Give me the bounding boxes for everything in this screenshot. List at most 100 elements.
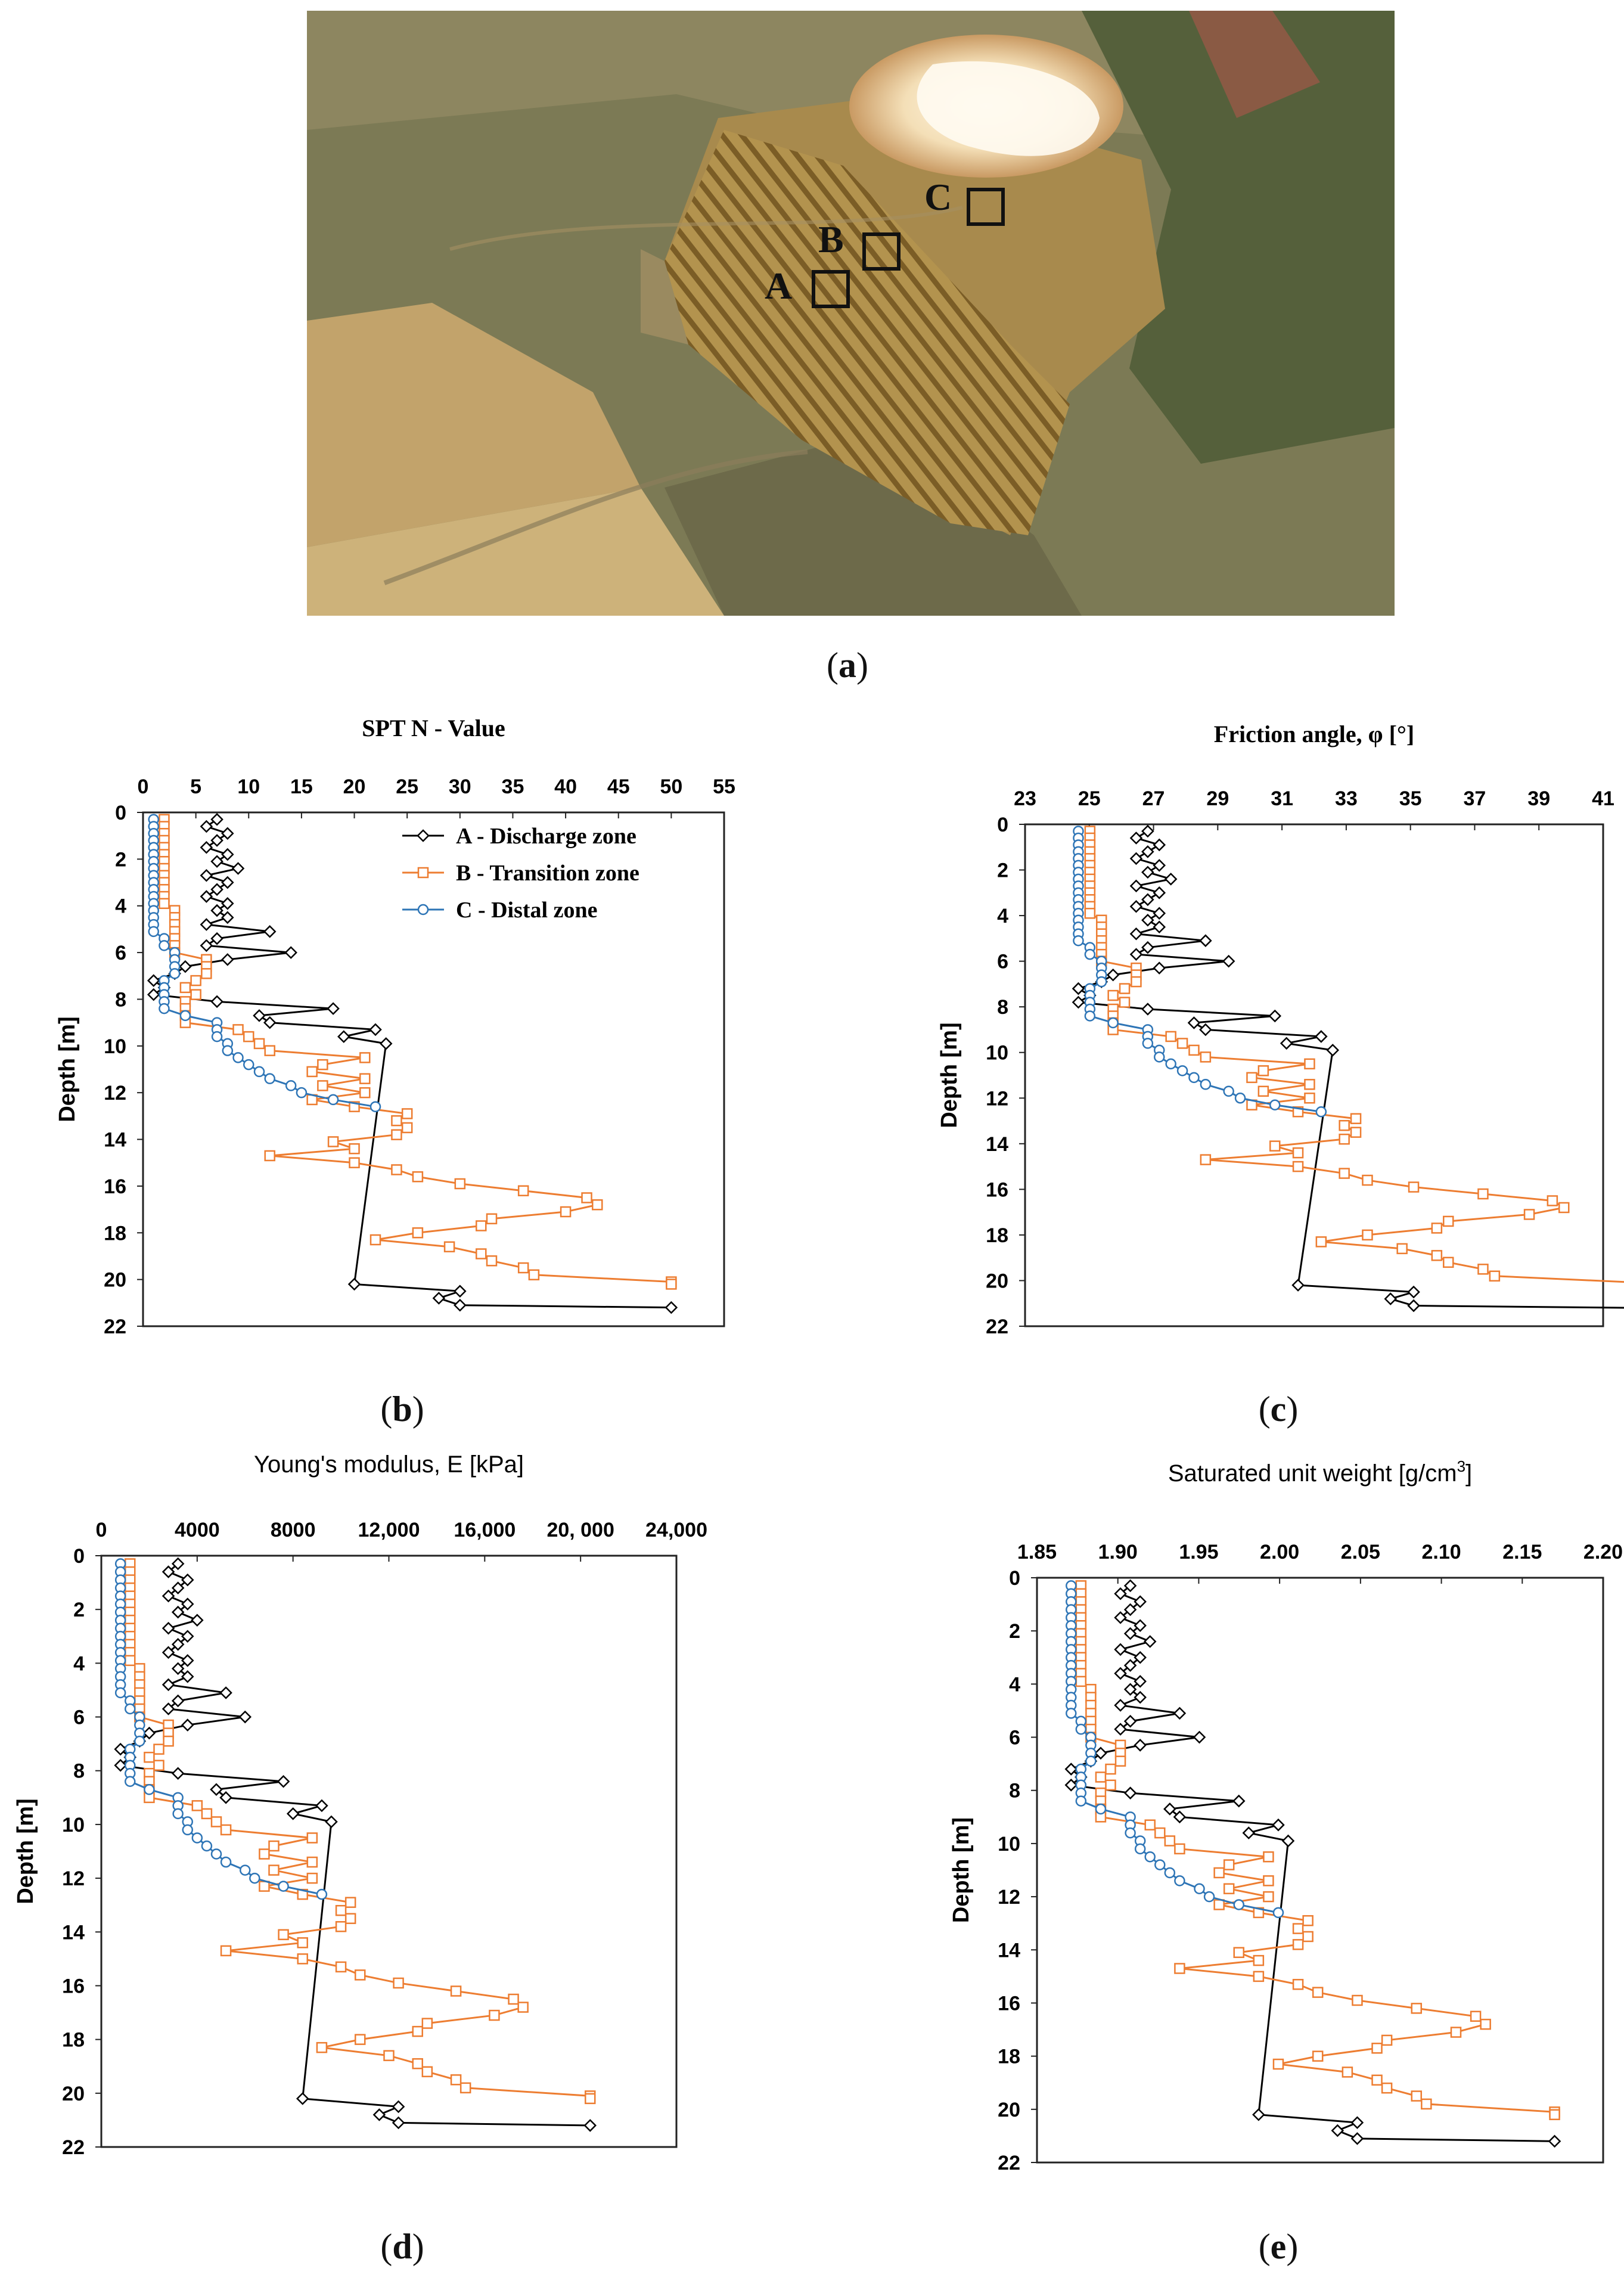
friction-point-a (1153, 920, 1166, 933)
friction-point-b (1084, 908, 1096, 919)
unitweight-point-a (1123, 1579, 1137, 1593)
young-point-b (306, 1872, 318, 1884)
unitweight-point-a (1123, 1683, 1137, 1696)
young-point-c (191, 1832, 203, 1844)
spt-y-tick-label: 0 (115, 802, 126, 824)
unitweight-point-a (1123, 1627, 1137, 1640)
spt-point-b (159, 898, 170, 910)
friction-point-b (1257, 1065, 1269, 1076)
spt-x-tick-label: 25 (396, 775, 418, 798)
spt-y-tick-label: 10 (104, 1035, 126, 1058)
unitweight-point-b (1174, 1963, 1185, 1974)
young-point-a (315, 1799, 328, 1813)
spt-point-c (159, 1003, 170, 1014)
young-point-b (153, 1743, 164, 1755)
friction-title: Friction angle, φ [°] (1214, 721, 1414, 747)
spt-x-tick-label: 40 (554, 775, 577, 798)
spt-y-tick-label: 4 (115, 895, 126, 918)
spt-point-a (210, 834, 223, 847)
friction-point-a (1129, 927, 1143, 941)
spt-point-b (349, 1157, 360, 1168)
unitweight-point-b (1075, 1676, 1087, 1687)
spt-point-b (581, 1192, 592, 1203)
friction-point-a (1141, 824, 1154, 838)
friction-point-c (1073, 935, 1084, 947)
unitweight-point-a (1114, 1723, 1127, 1736)
young-y-tick-label: 20 (62, 2083, 85, 2105)
spt-point-a (200, 869, 213, 882)
friction-point-b (1246, 1072, 1257, 1084)
young-point-b (306, 1856, 318, 1868)
friction-point-a (1268, 1009, 1282, 1023)
unitweight-point-a (1163, 1802, 1176, 1816)
friction-point-b (1350, 1113, 1362, 1124)
friction-x-tick-label: 37 (1464, 787, 1486, 810)
friction-point-c (1154, 1051, 1165, 1063)
unitweight-point-b (1223, 1859, 1235, 1870)
unitweight-point-a (1350, 2132, 1364, 2145)
spt-point-a (221, 953, 234, 966)
young-point-b (450, 1985, 462, 1997)
spt-point-a (327, 1002, 340, 1015)
young-point-b (412, 2058, 423, 2069)
young-point-a (277, 1774, 290, 1788)
young-point-a (219, 1791, 232, 1804)
young-point-b (335, 1961, 347, 1973)
spt-point-c (253, 1066, 265, 1078)
spt-point-a (231, 862, 245, 875)
friction-point-b (1443, 1215, 1454, 1227)
spt-point-c (159, 940, 170, 951)
unitweight-point-a (1173, 1810, 1187, 1824)
unitweight-y-tick-label: 14 (998, 1939, 1020, 1962)
friction-x-tick-label: 25 (1078, 787, 1101, 810)
spt-point-a (221, 876, 234, 889)
friction-point-b (1269, 1140, 1281, 1152)
young-y-tick-label: 22 (62, 2136, 85, 2159)
spt-point-a (200, 918, 213, 931)
friction-point-a (1141, 1003, 1154, 1016)
young-point-a (325, 1815, 338, 1829)
spt-point-b (253, 1038, 265, 1050)
unitweight-point-a (1134, 1651, 1147, 1664)
unitweight-point-b (1114, 1755, 1126, 1767)
young-point-b (489, 2009, 500, 2021)
spt-point-c (327, 1094, 339, 1106)
unitweight-point-a (1114, 1587, 1127, 1600)
spt-y-tick-label: 14 (104, 1129, 126, 1152)
site-label-c: C (924, 176, 952, 218)
unitweight-x-tick-label: 1.85 (1017, 1541, 1057, 1563)
young-point-b (335, 1921, 347, 1932)
unitweight-point-b (1292, 1978, 1304, 1990)
friction-point-b (1257, 1085, 1269, 1097)
spt-point-a (221, 897, 234, 910)
young-point-c (210, 1848, 222, 1860)
spt-point-b (391, 1115, 402, 1127)
young-point-c (172, 1808, 184, 1820)
friction-y-tick-label: 12 (986, 1087, 1008, 1110)
friction-point-b (1547, 1195, 1558, 1206)
young-point-b (210, 1816, 222, 1828)
young-point-c (182, 1824, 193, 1836)
unitweight-point-b (1223, 1883, 1235, 1894)
friction-point-a (1280, 1037, 1293, 1050)
unitweight-series-b-line (1080, 1586, 1556, 2115)
friction-point-b (1200, 1154, 1212, 1165)
young-point-b (297, 1937, 308, 1949)
young-point-b (153, 1760, 164, 1771)
unitweight-point-b (1450, 2027, 1462, 2038)
spt-point-b (264, 1150, 275, 1162)
panel-label-c: (c) (1258, 1389, 1299, 1429)
young-x-tick-label: 16,000 (454, 1519, 516, 1541)
spt-point-b (401, 1122, 413, 1134)
spt-point-b (666, 1279, 677, 1290)
young-point-b (355, 2034, 366, 2045)
young-point-b (508, 1993, 519, 2005)
spt-point-a (432, 1292, 446, 1305)
unitweight-point-a (1193, 1730, 1206, 1744)
unitweight-point-b (1105, 1779, 1116, 1791)
friction-x-tick-label: 33 (1335, 787, 1358, 810)
spt-x-tick-label: 5 (190, 775, 201, 798)
spt-point-b (443, 1241, 455, 1253)
unitweight-point-b (1302, 1915, 1314, 1926)
